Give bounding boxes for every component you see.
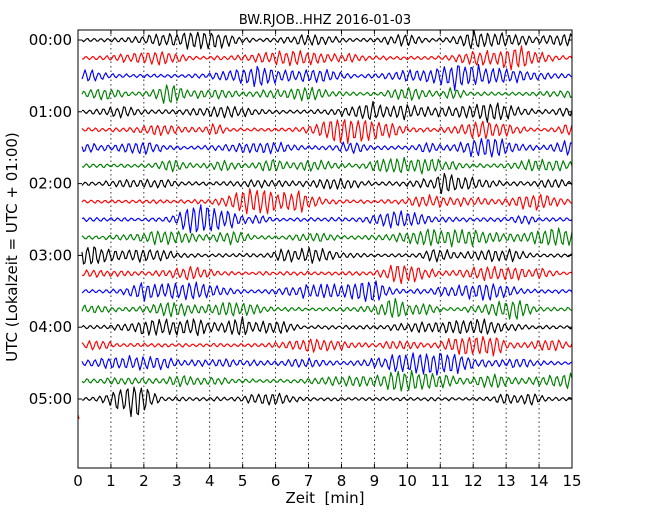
seismogram-trace xyxy=(81,316,573,337)
x-tick-label: 3 xyxy=(172,472,182,490)
y-tick-label: 04:00 xyxy=(29,318,72,336)
seismogram-trace xyxy=(81,246,573,265)
seismogram-traces xyxy=(77,30,573,420)
x-tick-label: 12 xyxy=(464,472,483,490)
x-tick-label: 15 xyxy=(562,472,581,490)
y-tick-label: 01:00 xyxy=(29,103,72,121)
seismogram-trace xyxy=(81,172,573,195)
y-axis-ticks: 00:00 01:00 02:00 03:00 04:00 05:00 xyxy=(29,31,572,408)
seismogram-trace xyxy=(81,188,573,215)
seismogram-trace xyxy=(81,138,573,158)
seismogram-trace xyxy=(81,264,573,285)
y-tick-label: 00:00 xyxy=(29,31,72,49)
y-axis-label: UTC (Lokalzeit = UTC + 01:00) xyxy=(3,132,21,362)
x-tick-label: 11 xyxy=(431,472,450,490)
seismogram-trace xyxy=(81,204,573,234)
x-tick-label: 0 xyxy=(73,472,83,490)
x-tick-label: 9 xyxy=(370,472,380,490)
chart-title: BW.RJOB..HHZ 2016-01-03 xyxy=(239,13,411,28)
x-tick-label: 2 xyxy=(139,472,149,490)
seismogram-trace xyxy=(81,369,573,392)
seismogram-trace xyxy=(81,30,573,50)
seismogram-trace xyxy=(81,335,573,357)
x-tick-label: 5 xyxy=(238,472,248,490)
seismogram-trace xyxy=(81,227,573,248)
x-tick-label: 10 xyxy=(398,472,417,490)
x-tick-label: 4 xyxy=(205,472,215,490)
y-tick-label: 02:00 xyxy=(29,175,72,193)
seismogram-trace xyxy=(81,386,573,418)
seismogram-trace xyxy=(81,352,573,376)
x-tick-label: 7 xyxy=(304,472,314,490)
y-tick-label: 05:00 xyxy=(29,390,72,408)
seismogram-trace xyxy=(81,63,573,91)
seismogram-trace xyxy=(81,84,573,104)
seismogram-trace xyxy=(81,156,573,175)
x-tick-label: 8 xyxy=(337,472,347,490)
x-tick-label: 1 xyxy=(106,472,116,490)
y-tick-label: 03:00 xyxy=(29,246,72,264)
x-axis-ticks: 0 1 2 3 4 5 6 7 8 9 10 11 12 13 14 15 xyxy=(73,30,582,490)
seismogram-trace xyxy=(81,45,573,71)
x-tick-label: 14 xyxy=(530,472,549,490)
x-axis-label: Zeit [min] xyxy=(285,489,364,507)
seismogram-trace xyxy=(81,100,573,123)
seismogram-trace xyxy=(81,119,573,145)
seismogram-trace xyxy=(81,280,573,302)
plot-frame xyxy=(77,29,573,469)
seismogram-trace xyxy=(81,297,573,320)
x-tick-label: 13 xyxy=(497,472,516,490)
x-tick-label: 6 xyxy=(271,472,281,490)
